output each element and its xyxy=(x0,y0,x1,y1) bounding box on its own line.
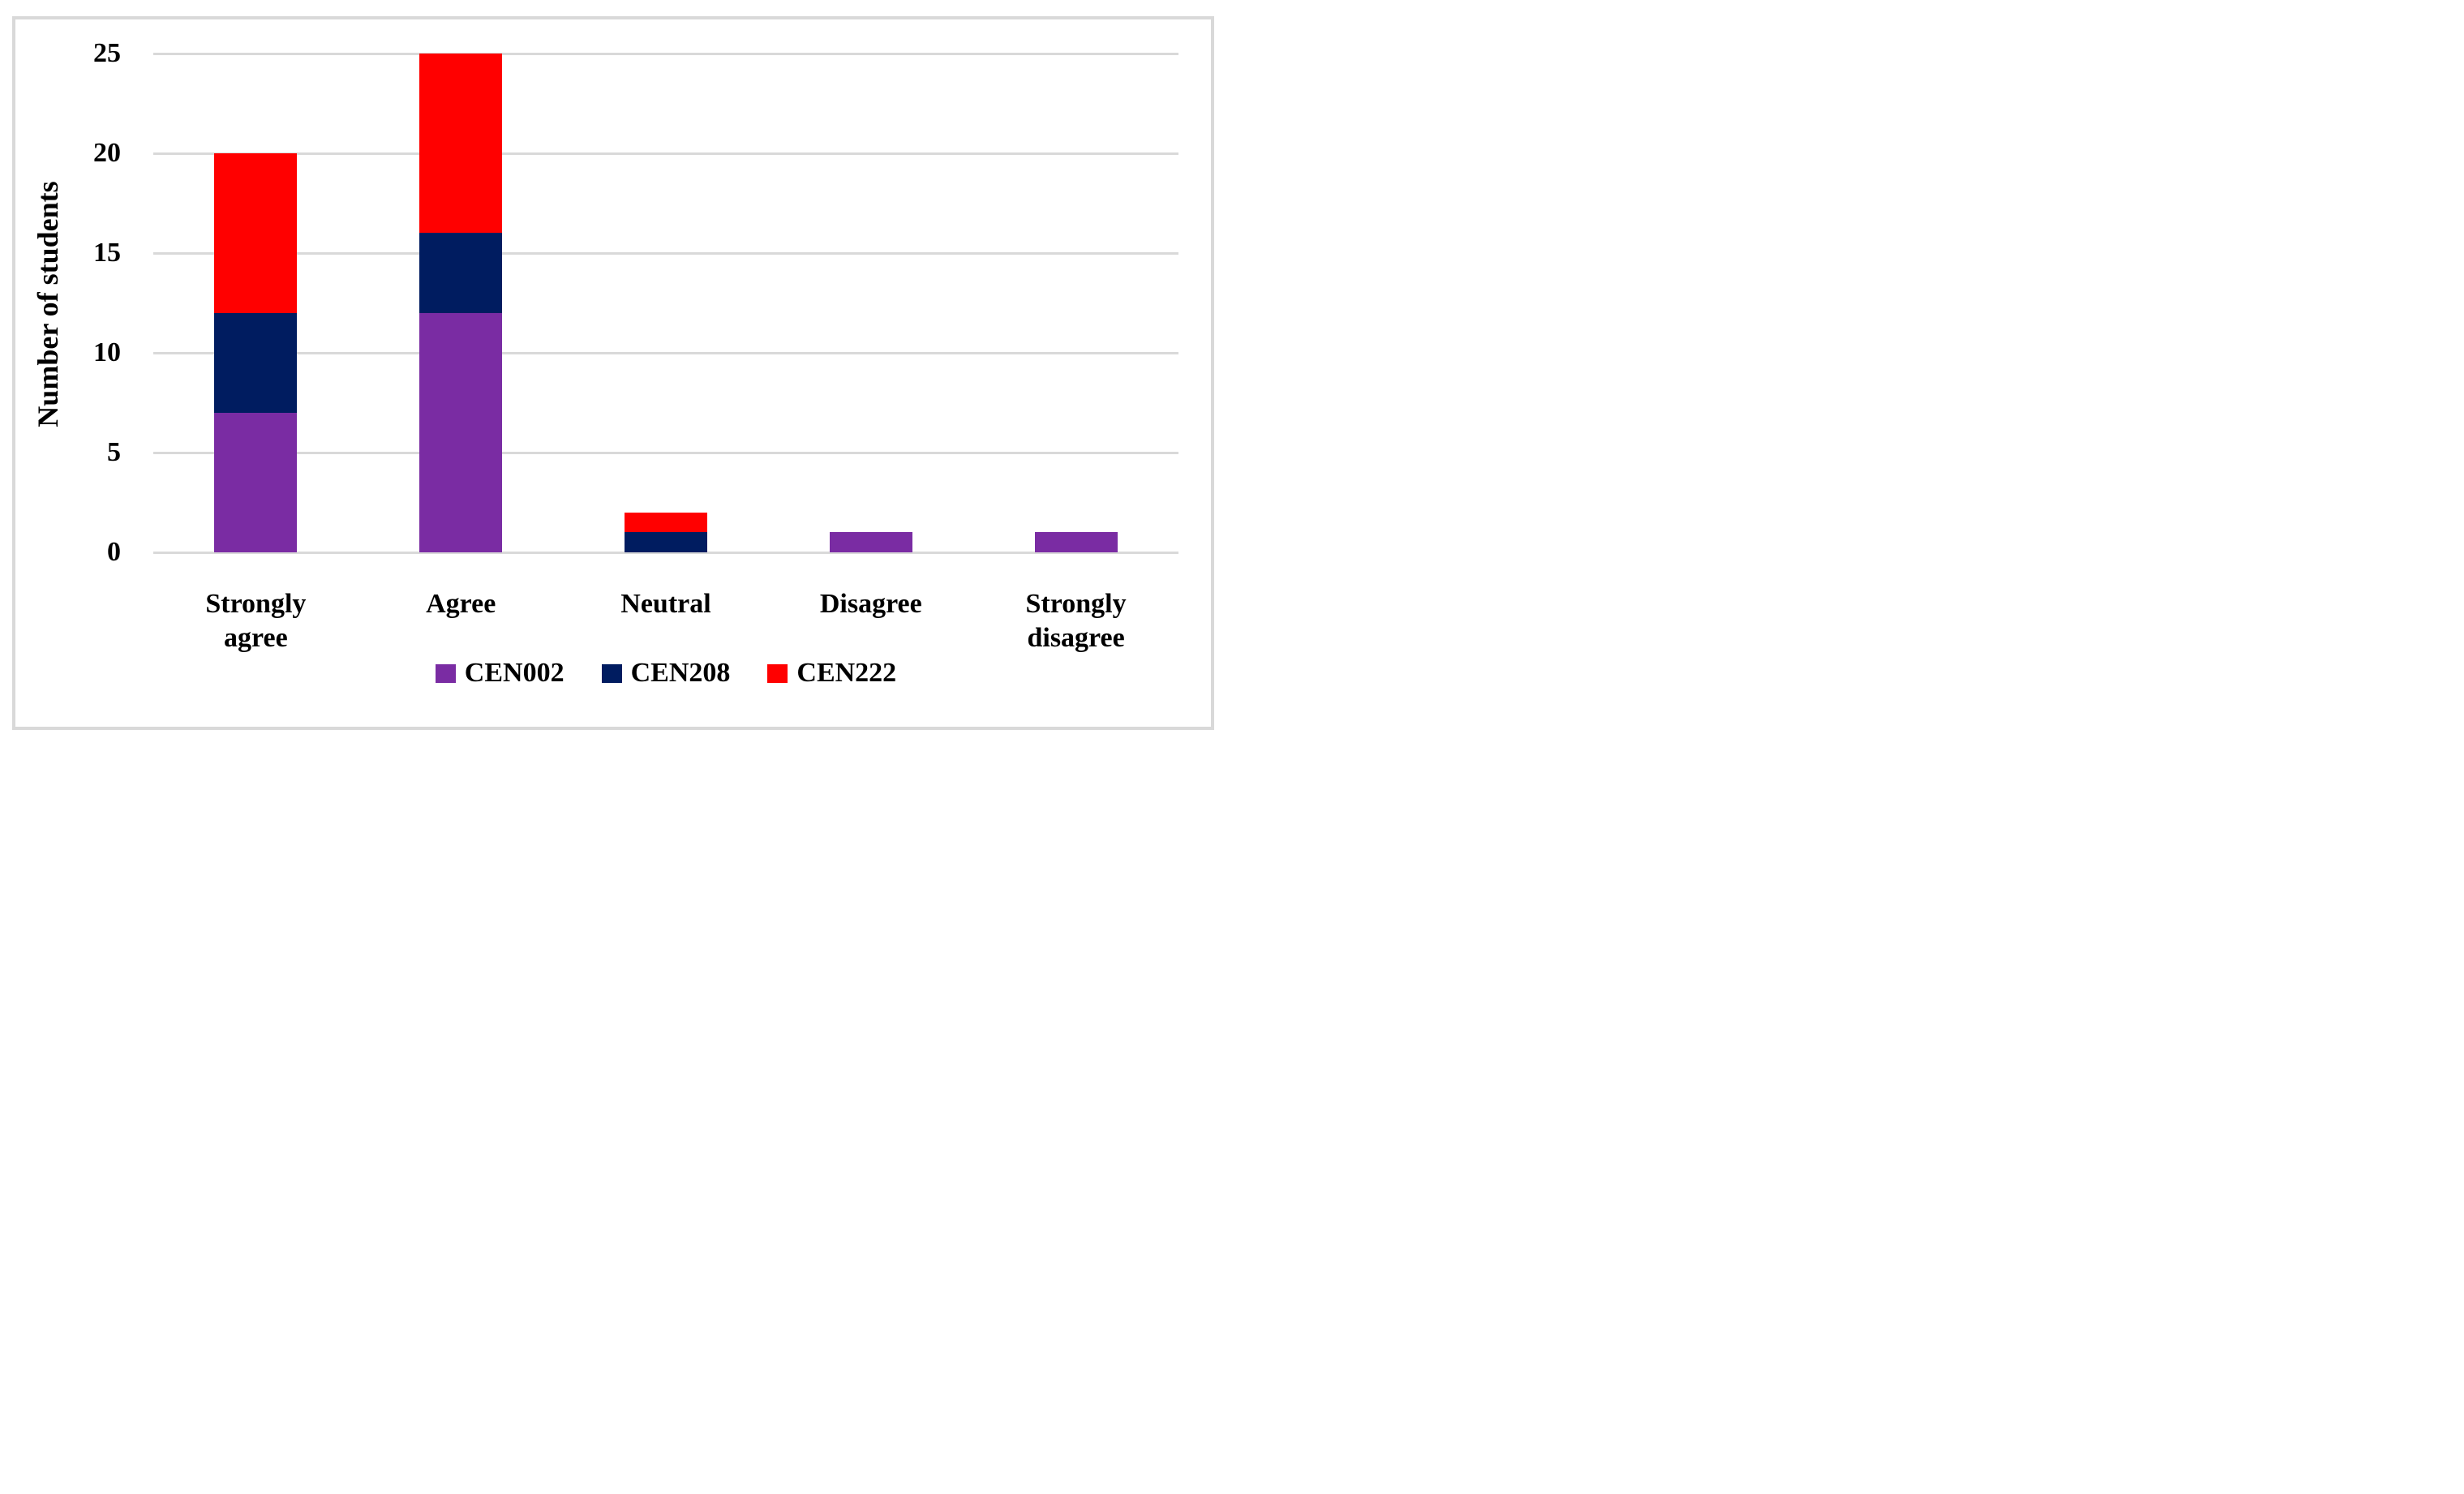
y-tick-label-5: 5 xyxy=(107,437,121,467)
legend-label-cen002: CEN002 xyxy=(464,658,564,688)
y-tick-label-20: 20 xyxy=(93,138,121,168)
bar-segment-cen208 xyxy=(625,532,707,552)
bar-segment-cen002 xyxy=(214,412,298,552)
x-category-label-neutral: Neutral xyxy=(620,589,711,619)
legend-label-cen208: CEN208 xyxy=(630,658,731,688)
x-category-label-disagree: Disagree xyxy=(819,589,922,619)
legend-item-cen002: CEN002 xyxy=(435,658,564,688)
x-category-label-agree: Agree xyxy=(426,589,496,619)
x-category-label-strongly-agree: Strongly agree xyxy=(205,589,307,653)
bar-segment-cen002 xyxy=(1034,532,1118,552)
plot-area xyxy=(153,52,1178,554)
bar-segment-cen002 xyxy=(419,312,503,552)
bar-neutral xyxy=(625,512,707,552)
gridline-y-10 xyxy=(153,351,1178,354)
legend-item-cen208: CEN208 xyxy=(601,658,731,688)
chart-frame: Number of students CEN002 CEN208 CEN222 0 5… xyxy=(12,16,1214,730)
gridline-y-0 xyxy=(153,551,1178,554)
gridline-y-20 xyxy=(153,152,1178,155)
legend-swatch-cen002 xyxy=(435,663,456,683)
x-category-label-strongly-disagree: Strongly disagree xyxy=(1025,589,1127,653)
y-axis-title: Number of students xyxy=(32,181,64,427)
bar-segment-cen222 xyxy=(419,54,503,234)
legend-swatch-cen222 xyxy=(767,663,788,683)
legend-label-cen222: CEN222 xyxy=(796,658,897,688)
bar-segment-cen222 xyxy=(214,153,298,313)
bar-segment-cen208 xyxy=(214,312,298,413)
y-tick-label-10: 10 xyxy=(93,337,121,367)
bar-segment-cen002 xyxy=(829,532,912,552)
bar-disagree xyxy=(829,532,912,552)
bar-strongly-disagree xyxy=(1034,532,1118,552)
bar-segment-cen208 xyxy=(419,233,503,313)
gridline-y-5 xyxy=(153,451,1178,454)
bar-segment-cen222 xyxy=(625,512,707,533)
y-tick-label-15: 15 xyxy=(93,238,121,268)
gridline-y-25 xyxy=(153,52,1178,55)
bar-strongly-agree xyxy=(214,153,298,552)
legend: CEN002 CEN208 CEN222 xyxy=(153,659,1178,688)
gridline-y-15 xyxy=(153,251,1178,255)
bar-agree xyxy=(419,54,503,552)
y-tick-label-0: 0 xyxy=(107,537,121,567)
legend-item-cen222: CEN222 xyxy=(767,659,896,688)
y-tick-label-25: 25 xyxy=(93,38,121,68)
legend-swatch-cen208 xyxy=(601,663,622,683)
